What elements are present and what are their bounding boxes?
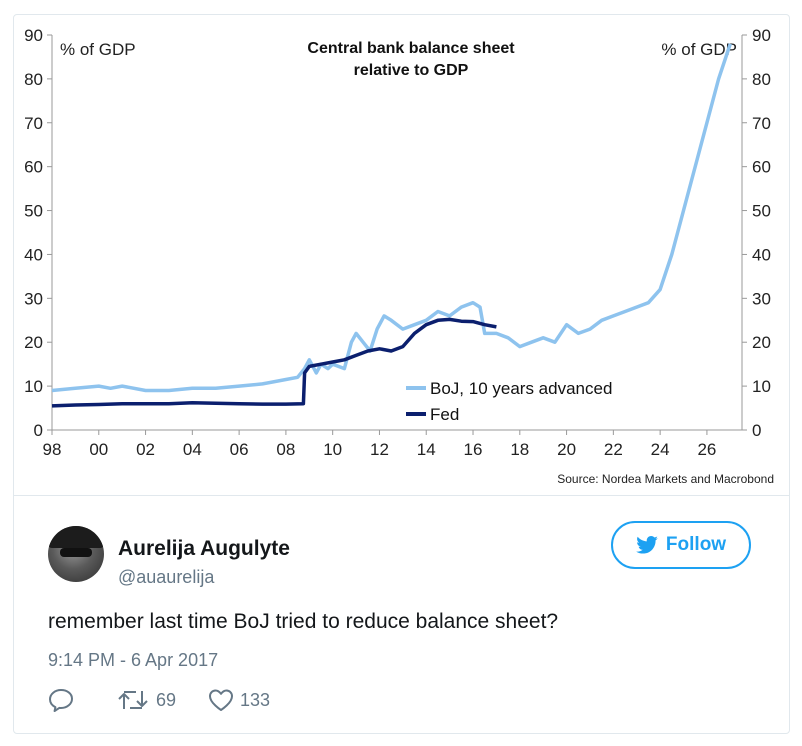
heart-icon — [209, 689, 234, 711]
y-tick-label-right: 80 — [752, 70, 771, 89]
y-tick-label-left: 30 — [24, 289, 43, 308]
x-tick-label: 26 — [697, 440, 716, 459]
x-tick-label: 24 — [651, 440, 670, 459]
y-tick-label-left: 90 — [24, 26, 43, 45]
avatar[interactable] — [48, 526, 104, 582]
tweet-timestamp[interactable]: 9:14 PM - 6 Apr 2017 — [48, 650, 219, 670]
y-tick-label-right: 20 — [752, 333, 771, 352]
y-axis-label-left: % of GDP — [60, 40, 136, 59]
y-tick-label-right: 70 — [752, 114, 771, 133]
y-tick-label-left: 0 — [34, 421, 43, 440]
series-line-fed — [51, 317, 497, 408]
chart-title: Central bank balance sheet — [307, 40, 515, 57]
legend-label: Fed — [430, 405, 459, 424]
x-tick-label: 22 — [604, 440, 623, 459]
y-tick-label-right: 50 — [752, 202, 771, 221]
y-tick-label-left: 40 — [24, 245, 43, 264]
x-tick-label: 02 — [136, 440, 155, 459]
y-tick-label-right: 60 — [752, 158, 771, 177]
retweet-count: 69 — [156, 689, 177, 710]
y-tick-label-left: 80 — [24, 70, 43, 89]
y-tick-label-right: 10 — [752, 377, 771, 396]
series-line-boj — [51, 43, 732, 393]
chart-title: relative to GDP — [354, 62, 469, 79]
x-tick-label: 18 — [510, 440, 529, 459]
y-tick-label-left: 50 — [24, 202, 43, 221]
follow-label: Follow — [665, 534, 727, 555]
x-tick-label: 04 — [183, 440, 202, 459]
x-tick-label: 20 — [557, 440, 576, 459]
x-tick-label: 00 — [89, 440, 108, 459]
chart-image: 0 0 10 10 20 20 30 30 40 40 50 50 60 60 70 70 80 80 90 90 98… — [14, 15, 789, 495]
x-tick-label: 16 — [464, 440, 483, 459]
tweet-card: 0 0 10 10 20 20 30 30 40 40 50 50 60 60 70 70 80 80 90 90 98… — [13, 14, 790, 734]
legend-label: BoJ, 10 years advanced — [430, 379, 612, 398]
like-count: 133 — [240, 689, 271, 710]
reply-icon — [49, 689, 73, 712]
x-tick-label: 10 — [323, 440, 342, 459]
y-tick-label-right: 40 — [752, 245, 771, 264]
y-tick-label-left: 10 — [24, 377, 43, 396]
x-tick-label: 06 — [230, 440, 249, 459]
retweet-icon — [118, 691, 148, 709]
y-tick-label-left: 20 — [24, 333, 43, 352]
follow-button[interactable]: Follow — [611, 521, 751, 569]
y-tick-label-right: 0 — [752, 421, 761, 440]
display-name[interactable]: Aurelija Augulyte — [118, 537, 290, 560]
x-tick-label: 08 — [276, 440, 295, 459]
y-tick-label-left: 60 — [24, 158, 43, 177]
like-button[interactable]: 133 — [208, 688, 270, 712]
y-tick-label-left: 70 — [24, 114, 43, 133]
reply-button[interactable] — [48, 688, 74, 712]
y-axis-label-right: % of GDP — [661, 40, 737, 59]
divider — [14, 495, 789, 496]
x-tick-label: 98 — [43, 440, 62, 459]
y-tick-label-right: 90 — [752, 26, 771, 45]
tweet-actions: 69 133 — [48, 685, 270, 715]
x-tick-label: 12 — [370, 440, 389, 459]
x-tick-label: 14 — [417, 440, 436, 459]
twitter-bird-icon — [636, 536, 658, 554]
retweet-button[interactable]: 69 — [116, 688, 176, 712]
y-tick-label-right: 30 — [752, 289, 771, 308]
user-handle[interactable]: @auaurelija — [118, 567, 215, 587]
tweet-text: remember last time BoJ tried to reduce b… — [48, 610, 559, 633]
chart-source: Source: Nordea Markets and Macrobond — [557, 472, 774, 486]
